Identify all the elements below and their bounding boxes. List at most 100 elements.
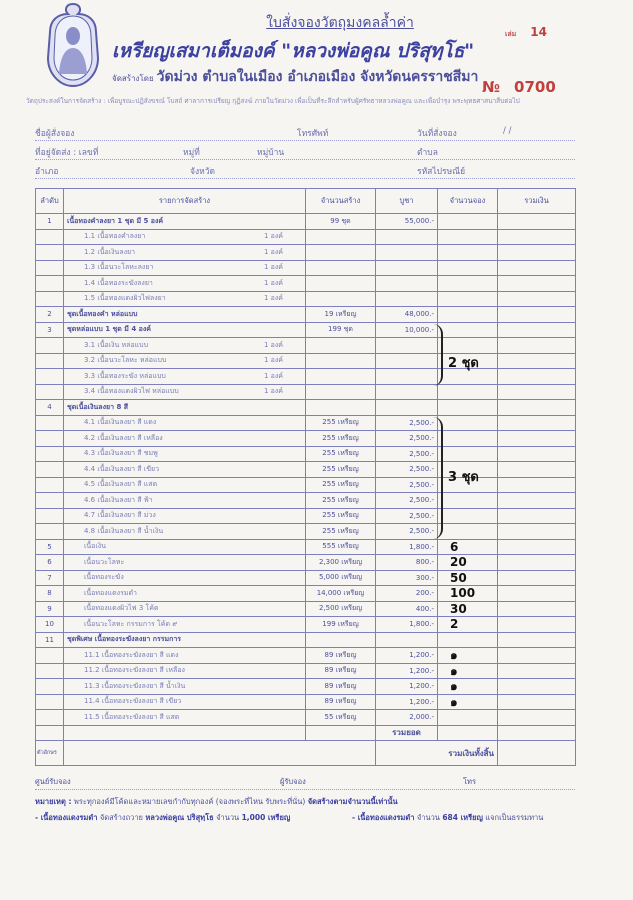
grand-total-value[interactable] (497, 740, 576, 766)
row-reserved[interactable]: ๑ (437, 678, 498, 695)
row-reserved[interactable] (437, 275, 498, 292)
note-line-1: - เนื้อทองแดงรมดำ จัดสร้างถวาย หลวงพ่อคู… (35, 812, 290, 824)
row-total[interactable] (497, 445, 576, 462)
row-reserved[interactable] (437, 709, 498, 726)
row-total[interactable] (497, 213, 576, 230)
row-reserved[interactable] (437, 228, 498, 245)
row-reserved[interactable]: 30 (437, 600, 498, 617)
row-total[interactable] (497, 662, 576, 679)
row-built: 89 เหรียญ (305, 647, 376, 664)
col-reserved: จำนวนจอง (437, 188, 498, 214)
row-reserved[interactable] (437, 399, 498, 416)
row-reserved[interactable] (437, 430, 498, 447)
row-reserved[interactable] (437, 492, 498, 509)
row-price (375, 383, 438, 400)
row-number: 7 (35, 569, 64, 586)
row-reserved[interactable]: 2 (437, 616, 498, 633)
subtotal-reserved[interactable] (437, 724, 498, 741)
row-built: 2,500 เหรียญ (305, 600, 376, 617)
row-item-label: ชุดเนื้อทองคำ หล่อแบบ (67, 309, 138, 318)
row-item-label: 4.2 เนื้อเงินลงยา สี เหลือง (84, 433, 163, 442)
row-total[interactable] (497, 461, 576, 478)
row-item: 4.2 เนื้อเงินลงยา สี เหลือง (63, 430, 306, 447)
row-reserved[interactable] (437, 337, 498, 354)
row-item: 1.5 เนื้อทองแดงผิวไฟลงยา 1 องค์ (63, 290, 306, 307)
row-total[interactable] (497, 368, 576, 385)
row-reserved[interactable] (437, 213, 498, 230)
row-total[interactable] (497, 228, 576, 245)
row-price: 800.- (375, 554, 438, 571)
row-total[interactable] (497, 430, 576, 447)
row-reserved[interactable]: 6 (437, 538, 498, 555)
row-price: 2,500.- (375, 445, 438, 462)
row-reserved[interactable] (437, 507, 498, 524)
row-reserved[interactable]: 100 (437, 585, 498, 602)
row-total[interactable] (497, 321, 576, 338)
row-reserved[interactable]: ๑ (437, 662, 498, 679)
row-total[interactable] (497, 275, 576, 292)
table-row: 4.8 เนื้อเงินลงยา สี น้ำเงิน 255 เหรียญ 2,… (35, 523, 576, 540)
row-total[interactable] (497, 414, 576, 431)
subtotal-value[interactable] (497, 724, 576, 741)
row-reserved[interactable] (437, 445, 498, 462)
row-total[interactable] (497, 523, 576, 540)
name-field[interactable] (75, 126, 255, 140)
row-reserved[interactable] (437, 321, 498, 338)
row-total[interactable] (497, 259, 576, 276)
row-built (305, 368, 376, 385)
row-number (35, 244, 64, 261)
row-reserved[interactable] (437, 306, 498, 323)
row-total[interactable] (497, 352, 576, 369)
row-total[interactable] (497, 647, 576, 664)
row-reserved[interactable] (437, 523, 498, 540)
row-price: 2,000.- (375, 709, 438, 726)
row-total[interactable] (497, 399, 576, 416)
row-total[interactable] (497, 631, 576, 648)
row-total[interactable] (497, 337, 576, 354)
row-total[interactable] (497, 492, 576, 509)
row-reserved[interactable] (437, 290, 498, 307)
row-total[interactable] (497, 538, 576, 555)
row-total[interactable] (497, 678, 576, 695)
note-line1-material: - เนื้อทองแดงรมดำ (35, 813, 98, 822)
row-total[interactable] (497, 600, 576, 617)
row-reserved[interactable] (437, 631, 498, 648)
row-item: 11.3 เนื้อทองระฆังลงยา สี น้ำเงิน (63, 678, 306, 695)
row-number: 9 (35, 600, 64, 617)
row-reserved[interactable] (437, 383, 498, 400)
row-total[interactable] (497, 554, 576, 571)
row-reserved[interactable]: ๑ (437, 647, 498, 664)
row-item-wrap: 11.5 เนื้อทองระฆังลงยา สี แสด (84, 712, 302, 723)
row-total[interactable] (497, 383, 576, 400)
row-total[interactable] (497, 244, 576, 261)
row-item-label: 3.1 เนื้อเงิน หล่อแบบ (84, 340, 149, 349)
order-table: ลำดับ รายการจัดสร้าง จำนวนสร้าง บูชา จำน… (35, 188, 576, 766)
row-total[interactable] (497, 306, 576, 323)
row-built (305, 228, 376, 245)
serial-label: № (482, 78, 501, 96)
row-reserved[interactable] (437, 414, 498, 431)
row-total[interactable] (497, 290, 576, 307)
row-total[interactable] (497, 585, 576, 602)
row-number (35, 445, 64, 462)
row-total[interactable] (497, 709, 576, 726)
row-item-qty: 1 องค์ (264, 387, 283, 396)
row-reserved[interactable] (437, 259, 498, 276)
row-total[interactable] (497, 616, 576, 633)
row-reserved[interactable]: 20 (437, 554, 498, 571)
row-item-wrap: 4.1 เนื้อเงินลงยา สี แดง (84, 417, 302, 428)
row-reserved[interactable]: 50 (437, 569, 498, 586)
row-total[interactable] (497, 569, 576, 586)
row-price: 2,500.- (375, 476, 438, 493)
organizer-name: วัดม่วง ตำบลในเมือง อำเภอเมือง จังหวัดนค… (156, 69, 479, 85)
row-total[interactable] (497, 507, 576, 524)
row-total[interactable] (497, 693, 576, 710)
in-words-field[interactable] (63, 740, 376, 766)
row-item-wrap: 3.3 เนื้อทองระฆัง หล่อแบบ 1 องค์ (84, 371, 302, 382)
row-total[interactable] (497, 476, 576, 493)
row-item: 11.5 เนื้อทองระฆังลงยา สี แสด (63, 709, 306, 726)
col-item: รายการจัดสร้าง (63, 188, 306, 214)
row-reserved[interactable] (437, 244, 498, 261)
row-number: 5 (35, 538, 64, 555)
row-reserved[interactable]: ๑ (437, 693, 498, 710)
